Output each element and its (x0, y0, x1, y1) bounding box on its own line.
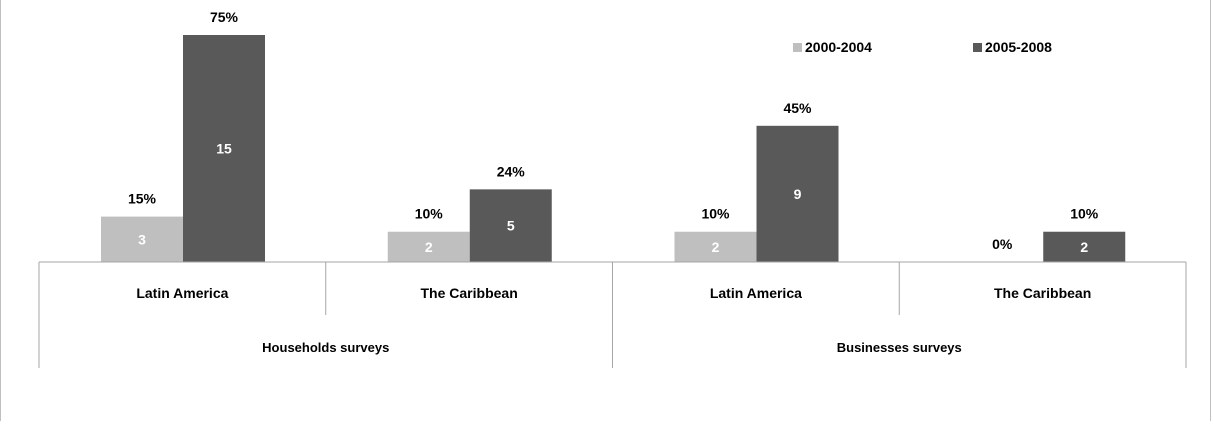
group-label: Households surveys (262, 340, 389, 355)
count-label: 2 (425, 239, 433, 255)
count-label: 2 (712, 239, 720, 255)
group-label: Businesses surveys (837, 340, 962, 355)
bar-2-3 (756, 125, 839, 262)
category-label: The Caribbean (421, 285, 518, 301)
category-label: Latin America (710, 285, 802, 301)
count-label: 5 (507, 218, 515, 234)
value-label: 10% (701, 206, 730, 222)
legend-label: 2000-2004 (805, 39, 872, 55)
value-label: 24% (497, 163, 526, 179)
bar-2-1 (183, 35, 265, 262)
legend-swatch (793, 43, 802, 52)
value-label: 10% (1070, 206, 1099, 222)
value-label: 75% (210, 9, 239, 25)
value-label: 10% (415, 206, 444, 222)
legend-swatch (973, 43, 982, 52)
bar-2-2 (469, 189, 552, 262)
bar-1-1 (101, 216, 183, 262)
count-label: 15 (216, 141, 232, 157)
value-label: 0% (992, 236, 1013, 252)
category-label: The Caribbean (994, 285, 1091, 301)
legend-label: 2005-2008 (985, 39, 1052, 55)
value-label: 15% (128, 191, 157, 207)
count-label: 9 (794, 186, 802, 202)
count-label: 3 (138, 231, 146, 247)
bar-2-4 (1043, 231, 1126, 262)
value-label: 45% (783, 100, 812, 116)
category-label: Latin America (136, 285, 228, 301)
bar-1-3 (674, 231, 757, 262)
bar-1-2 (387, 231, 470, 262)
count-label: 2 (1080, 239, 1088, 255)
